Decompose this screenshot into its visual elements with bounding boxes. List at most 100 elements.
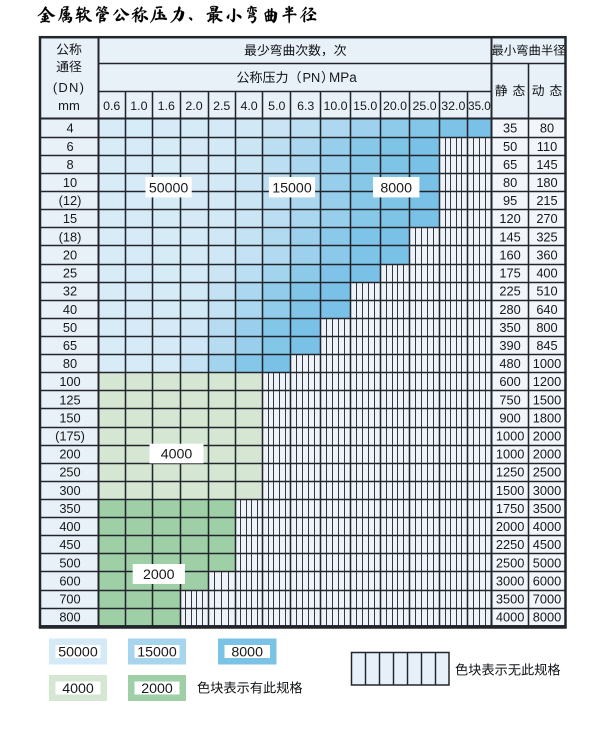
- svg-text:2000: 2000: [533, 447, 561, 462]
- svg-text:6: 6: [66, 139, 73, 154]
- svg-text:32.0: 32.0: [441, 99, 465, 113]
- svg-text:4000: 4000: [496, 610, 524, 625]
- svg-text:325: 325: [536, 229, 557, 244]
- svg-text:15.0: 15.0: [353, 99, 377, 113]
- svg-text:500: 500: [59, 555, 80, 570]
- svg-text:1500: 1500: [496, 483, 524, 498]
- svg-text:6000: 6000: [533, 573, 561, 588]
- svg-text:20.0: 20.0: [383, 99, 407, 113]
- svg-text:50: 50: [503, 139, 517, 154]
- svg-text:250: 250: [59, 465, 80, 480]
- svg-text:80: 80: [63, 356, 77, 371]
- svg-text:2500: 2500: [496, 555, 524, 570]
- svg-text:350: 350: [499, 320, 520, 335]
- svg-text:120: 120: [499, 211, 520, 226]
- svg-text:15000: 15000: [272, 180, 312, 196]
- svg-text:160: 160: [499, 247, 520, 262]
- svg-text:270: 270: [536, 211, 557, 226]
- svg-text:80: 80: [503, 175, 517, 190]
- svg-text:4000: 4000: [161, 447, 193, 463]
- svg-text:1750: 1750: [496, 501, 524, 516]
- svg-text:900: 900: [499, 410, 520, 425]
- svg-text:360: 360: [536, 247, 557, 262]
- svg-text:3500: 3500: [496, 592, 524, 607]
- svg-text:35.0: 35.0: [468, 99, 491, 113]
- svg-text:8000: 8000: [533, 610, 561, 625]
- svg-text:390: 390: [499, 338, 520, 353]
- svg-text:400: 400: [59, 519, 80, 534]
- svg-text:3500: 3500: [533, 501, 561, 516]
- svg-text:1000: 1000: [533, 356, 561, 371]
- svg-text:32: 32: [63, 284, 77, 299]
- svg-text:700: 700: [59, 592, 80, 607]
- svg-text:MPa: MPa: [329, 70, 357, 85]
- svg-text:25: 25: [63, 266, 77, 281]
- svg-text:3000: 3000: [533, 483, 561, 498]
- svg-text:95: 95: [503, 193, 517, 208]
- svg-text:65: 65: [63, 338, 77, 353]
- svg-text:8000: 8000: [231, 645, 263, 661]
- svg-text:5000: 5000: [533, 555, 561, 570]
- svg-text:225: 225: [499, 284, 520, 299]
- svg-text:750: 750: [499, 392, 520, 407]
- svg-text:1800: 1800: [533, 410, 561, 425]
- svg-text:(12): (12): [59, 193, 82, 208]
- svg-text:510: 510: [536, 284, 557, 299]
- svg-text:40: 40: [63, 302, 77, 317]
- svg-text:600: 600: [59, 573, 80, 588]
- svg-text:4: 4: [66, 121, 73, 136]
- svg-text:(18): (18): [59, 229, 82, 244]
- svg-text:640: 640: [536, 302, 557, 317]
- svg-text:20: 20: [63, 247, 77, 262]
- svg-text:15: 15: [63, 211, 77, 226]
- svg-text:2000: 2000: [143, 567, 175, 583]
- svg-text:145: 145: [499, 229, 520, 244]
- svg-text:4500: 4500: [533, 537, 561, 552]
- svg-text:480: 480: [499, 356, 520, 371]
- svg-text:2250: 2250: [496, 537, 524, 552]
- svg-text:400: 400: [536, 266, 557, 281]
- svg-text:mm: mm: [58, 98, 80, 113]
- svg-text:1000: 1000: [496, 447, 524, 462]
- svg-text:100: 100: [59, 374, 80, 389]
- svg-text:145: 145: [536, 157, 557, 172]
- svg-text:0.6: 0.6: [103, 99, 120, 113]
- svg-text:2000: 2000: [141, 681, 173, 697]
- svg-text:600: 600: [499, 374, 520, 389]
- svg-text:1.6: 1.6: [158, 99, 175, 113]
- svg-text:50000: 50000: [58, 645, 98, 661]
- svg-text:1500: 1500: [533, 392, 561, 407]
- svg-text:1250: 1250: [496, 465, 524, 480]
- svg-text:2000: 2000: [533, 429, 561, 444]
- svg-text:300: 300: [59, 483, 80, 498]
- svg-text:(DN): (DN): [53, 80, 85, 95]
- svg-text:PN: PN: [303, 70, 321, 85]
- svg-text:2500: 2500: [533, 465, 561, 480]
- svg-text:3000: 3000: [496, 573, 524, 588]
- svg-text:8000: 8000: [380, 180, 412, 196]
- svg-text:(175): (175): [55, 429, 85, 444]
- svg-text:4000: 4000: [533, 519, 561, 534]
- svg-text:350: 350: [59, 501, 80, 516]
- svg-text:5.0: 5.0: [268, 99, 285, 113]
- svg-text:15000: 15000: [137, 645, 177, 661]
- svg-text:180: 180: [536, 175, 557, 190]
- svg-text:50000: 50000: [149, 180, 189, 196]
- svg-text:1000: 1000: [496, 429, 524, 444]
- svg-text:1200: 1200: [533, 374, 561, 389]
- svg-text:845: 845: [536, 338, 557, 353]
- svg-text:10: 10: [63, 175, 77, 190]
- svg-text:10.0: 10.0: [323, 99, 347, 113]
- svg-text:800: 800: [59, 610, 80, 625]
- svg-text:800: 800: [536, 320, 557, 335]
- svg-text:175: 175: [499, 266, 520, 281]
- svg-text:200: 200: [59, 447, 80, 462]
- svg-text:2.0: 2.0: [185, 99, 202, 113]
- svg-text:1.0: 1.0: [130, 99, 147, 113]
- svg-text:50: 50: [63, 320, 77, 335]
- svg-text:8: 8: [66, 157, 73, 172]
- svg-text:6.3: 6.3: [297, 99, 314, 113]
- svg-text:125: 125: [59, 392, 80, 407]
- svg-text:35: 35: [503, 121, 517, 136]
- svg-text:150: 150: [59, 410, 80, 425]
